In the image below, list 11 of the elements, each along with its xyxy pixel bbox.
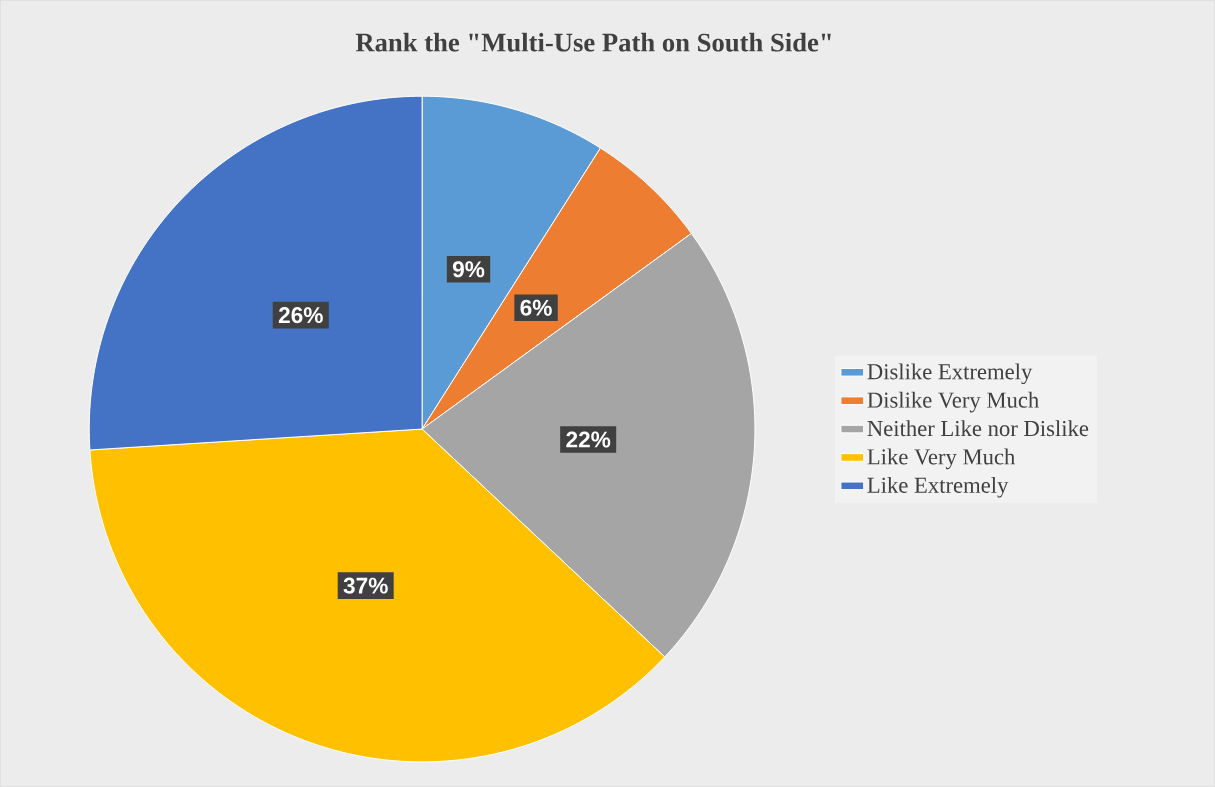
- chart-title: Rank the "Multi-Use Path on South Side": [355, 32, 831, 52]
- legend-label: Dislike Extremely: [867, 363, 1033, 384]
- data-label: 22%: [566, 431, 611, 448]
- data-label: 26%: [278, 307, 323, 324]
- legend-label: Dislike Very Much: [867, 391, 1039, 413]
- data-label: 37%: [343, 577, 388, 594]
- legend-label: Neither Like nor Dislike: [867, 420, 1089, 437]
- data-label: 6%: [520, 299, 552, 316]
- data-label: 9%: [452, 261, 485, 278]
- legend-label: Like Very Much: [867, 448, 1016, 470]
- legend-label: Like Extremely: [867, 476, 1009, 498]
